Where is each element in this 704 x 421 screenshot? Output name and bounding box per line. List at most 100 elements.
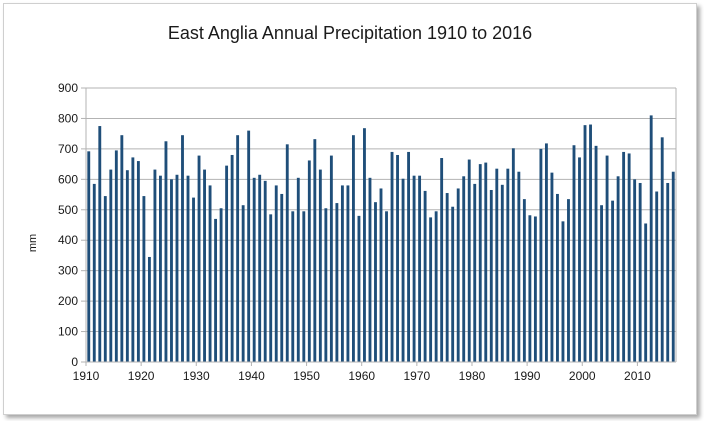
y-tick-label: 700 (58, 142, 78, 156)
bar (522, 199, 526, 362)
bar (131, 157, 135, 362)
bar (616, 176, 620, 362)
bar (142, 196, 146, 362)
bar (340, 185, 344, 362)
bar (589, 124, 592, 363)
bar (280, 193, 284, 362)
y-tick-label: 500 (58, 203, 78, 217)
bar (418, 175, 422, 362)
bar (572, 145, 576, 362)
y-tick-label: 100 (58, 325, 78, 339)
bar (451, 206, 455, 362)
bar (296, 177, 300, 362)
x-tick-label: 1920 (128, 369, 155, 383)
x-tick-label: 1910 (73, 369, 100, 383)
bar (605, 155, 609, 362)
bar (98, 126, 102, 362)
bar (412, 175, 416, 362)
bar (291, 211, 295, 362)
bar (219, 208, 223, 362)
bar (528, 215, 532, 362)
bar (440, 158, 444, 362)
x-tick-label: 1960 (348, 369, 375, 383)
y-tick-label: 0 (71, 355, 78, 369)
bar (462, 176, 466, 362)
bar (539, 148, 543, 362)
bar (236, 135, 240, 362)
bar (666, 182, 670, 362)
bar (203, 169, 206, 362)
bar (247, 130, 251, 362)
bar (87, 151, 91, 362)
x-tick-label: 1970 (403, 369, 430, 383)
bar (385, 211, 388, 362)
bar (434, 211, 438, 362)
bar (120, 135, 124, 362)
bar (153, 169, 157, 362)
bar (103, 196, 107, 362)
bar (363, 128, 366, 362)
bar (335, 203, 339, 362)
bar (429, 217, 433, 362)
y-tick-label: 300 (58, 264, 78, 278)
bar (583, 125, 587, 363)
bar (159, 175, 162, 362)
bar (324, 208, 328, 362)
axes (81, 87, 677, 366)
bar (611, 200, 615, 362)
bar (578, 157, 581, 362)
bar (274, 185, 278, 362)
bar (627, 153, 631, 362)
bar (269, 214, 273, 362)
bar (561, 221, 565, 362)
bar (445, 193, 449, 362)
bar (351, 135, 355, 362)
x-tick-label: 1930 (183, 369, 210, 383)
y-tick-label: 600 (58, 172, 78, 186)
bar (313, 139, 317, 362)
bar (567, 199, 570, 362)
plot-area: 0 100 200 300 400 500 600 700 800 900 1910 1920 193… (58, 81, 677, 383)
bar (511, 148, 515, 362)
bar (495, 168, 499, 362)
y-tick-label: 400 (58, 233, 78, 247)
bar (374, 202, 377, 362)
x-tick-label: 1980 (459, 369, 486, 383)
bar (197, 155, 201, 362)
bar (396, 154, 399, 362)
bar (368, 177, 372, 362)
bar (214, 218, 218, 362)
chart-frame: East Anglia Annual Precipitation 1910 to… (3, 3, 697, 415)
bar (175, 174, 179, 362)
bar (484, 162, 488, 362)
bar (390, 151, 394, 362)
bar (473, 183, 477, 362)
bar (500, 184, 504, 362)
bar (258, 174, 262, 362)
bar (241, 205, 245, 362)
bar (329, 155, 333, 362)
bar (379, 188, 383, 362)
x-tick-label: 1990 (514, 369, 541, 383)
x-tick-labels: 1910 1920 1930 1940 1950 1960 1970 1980 1990 2000… (73, 369, 651, 383)
bar (109, 169, 113, 362)
y-tick-labels: 0 100 200 300 400 500 600 700 800 900 (58, 81, 78, 369)
y-tick-label: 200 (58, 294, 78, 308)
bar (660, 137, 664, 362)
bar (307, 160, 311, 362)
bar (517, 171, 521, 362)
chart-title: East Anglia Annual Precipitation 1910 to… (167, 23, 533, 43)
bar (252, 177, 256, 362)
bar (186, 175, 190, 362)
bar (533, 216, 537, 362)
bar (556, 193, 559, 362)
bar (467, 159, 471, 362)
bar (318, 169, 322, 362)
y-tick-label: 900 (58, 81, 78, 95)
bar (346, 185, 350, 362)
bars (87, 115, 675, 363)
bar (114, 150, 118, 362)
y-tick-label: 800 (58, 111, 78, 125)
bar (638, 182, 642, 362)
bar (285, 144, 289, 362)
